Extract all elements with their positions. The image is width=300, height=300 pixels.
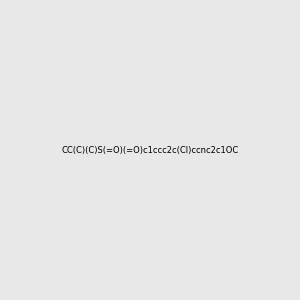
- Text: CC(C)(C)S(=O)(=O)c1ccc2c(Cl)ccnc2c1OC: CC(C)(C)S(=O)(=O)c1ccc2c(Cl)ccnc2c1OC: [61, 146, 239, 154]
